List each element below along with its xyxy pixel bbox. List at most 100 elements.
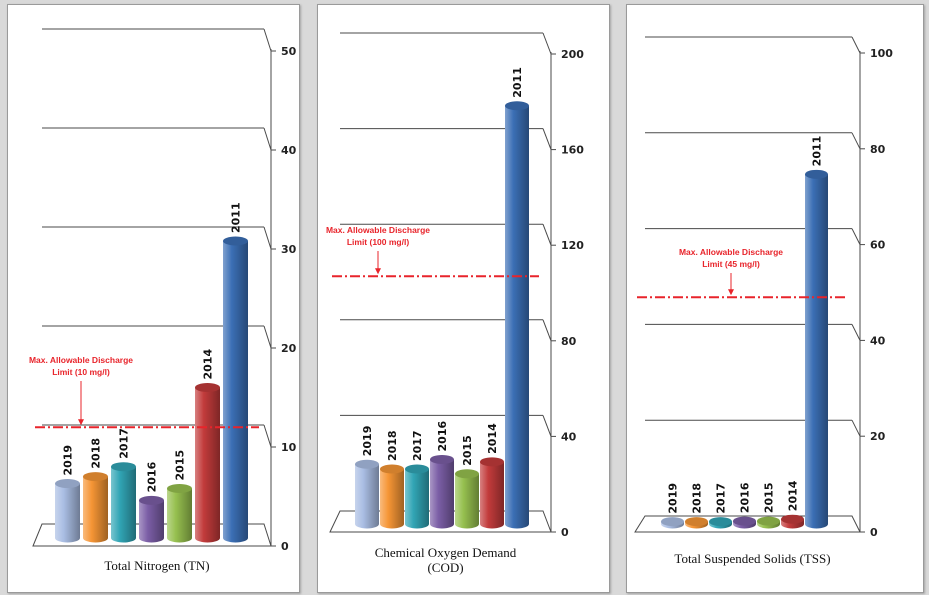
gridlines: 0 20 40 60 80 100 xyxy=(645,36,893,539)
bar-2011: 2011 xyxy=(223,202,248,543)
bar-year-label: 2018 xyxy=(691,483,704,514)
bar-top xyxy=(355,459,379,469)
bar-year-label: 2016 xyxy=(739,482,752,513)
bar-top xyxy=(55,479,80,489)
bar-2019: 2019 xyxy=(661,483,684,529)
bar-top xyxy=(733,516,756,526)
bar-top xyxy=(195,383,220,393)
tss-chart: 0 20 40 60 80 100 2019 2018 2017 2016 2015 2014 2011… xyxy=(634,36,893,566)
bar-body xyxy=(223,241,248,543)
y-tick-label: 0 xyxy=(281,540,289,553)
gridline-connector xyxy=(263,325,272,349)
bar-year-label: 2017 xyxy=(715,483,728,514)
bar-body xyxy=(455,473,479,529)
gridline-connector xyxy=(542,128,552,150)
bar-2014: 2014 xyxy=(195,349,220,543)
bars: 2019 2018 2017 2016 2015 2014 2011 xyxy=(661,136,828,529)
bar-year-label: 2017 xyxy=(118,428,131,459)
y-tick-label: 80 xyxy=(870,143,886,156)
bar-top xyxy=(455,469,479,479)
bar-year-label: 2011 xyxy=(511,67,524,98)
bar-2011: 2011 xyxy=(505,67,529,529)
limit-label-line: Max. Allowable Discharge xyxy=(679,247,783,257)
gridline-connector xyxy=(851,419,861,437)
bar-body xyxy=(505,105,529,529)
bar-body xyxy=(480,461,504,529)
y-tick-label: 20 xyxy=(870,430,886,443)
y-tick-label: 0 xyxy=(870,526,878,539)
bar-2019: 2019 xyxy=(355,426,379,529)
gridline-connector xyxy=(851,228,861,245)
chart-title: Total Suspended Solids (TSS) xyxy=(674,551,830,566)
bar-top xyxy=(757,516,780,526)
bar-2017: 2017 xyxy=(111,428,136,543)
bar-top xyxy=(781,514,804,524)
limit-arrowhead xyxy=(375,268,381,275)
bar-top xyxy=(430,454,454,464)
bar-top xyxy=(380,464,404,474)
bar-top xyxy=(480,457,504,467)
bar-top xyxy=(167,484,192,493)
chart-title: Chemical Oxygen Demand xyxy=(375,545,517,560)
bar-year-label: 2015 xyxy=(461,435,474,466)
limit-label-line: Limit (45 mg/l) xyxy=(702,259,760,269)
y-tick-label: 10 xyxy=(281,441,297,454)
bar-2018: 2018 xyxy=(685,483,708,529)
bar-top xyxy=(685,517,708,527)
bar-2016: 2016 xyxy=(430,421,454,529)
bar-body xyxy=(405,469,429,529)
bar-body xyxy=(111,466,136,543)
y-tick-label: 100 xyxy=(870,47,893,60)
limit-label-line: Limit (100 mg/l) xyxy=(347,237,410,247)
y-tick-label: 40 xyxy=(870,334,886,347)
y-tick-label: 40 xyxy=(561,430,577,443)
bar-2017: 2017 xyxy=(709,483,732,529)
bar-2018: 2018 xyxy=(83,438,108,543)
y-tick-label: 0 xyxy=(561,526,569,539)
bars: 2019 2018 2017 2016 2015 2014 2011 xyxy=(355,67,529,529)
chart-title: (COD) xyxy=(427,560,463,575)
bar-year-label: 2011 xyxy=(230,202,243,233)
gridline-connector xyxy=(851,132,861,150)
chart-panel-cod: 0 40 80 120 160 200 2019 2018 2017 2016 2015 2014 20… xyxy=(317,4,610,593)
bar-body xyxy=(55,483,80,543)
bar-year-label: 2018 xyxy=(386,430,399,461)
gridline-connector xyxy=(542,224,552,246)
bar-top xyxy=(709,517,732,527)
gridline-connector xyxy=(542,319,552,341)
gridline-connector xyxy=(263,424,272,448)
gridline-connector xyxy=(542,415,552,437)
y-tick-label: 120 xyxy=(561,239,584,252)
limit-annotation: Max. Allowable Discharge Limit (100 mg/l) xyxy=(326,225,430,275)
y-tick-label: 80 xyxy=(561,335,577,348)
bar-year-label: 2014 xyxy=(787,480,800,511)
y-tick-label: 40 xyxy=(281,144,297,157)
bar-year-label: 2015 xyxy=(763,483,776,514)
y-tick-label: 160 xyxy=(561,144,584,157)
bar-body xyxy=(195,387,220,543)
gridline-connector xyxy=(263,28,272,52)
y-tick-label: 20 xyxy=(281,342,297,355)
bar-year-label: 2019 xyxy=(361,426,374,457)
bar-2016: 2016 xyxy=(733,482,756,529)
limit-label-line: Max. Allowable Discharge xyxy=(326,225,430,235)
bar-body xyxy=(167,488,192,543)
bar-top xyxy=(83,472,108,482)
bar-body xyxy=(380,469,404,529)
gridline-connector xyxy=(263,127,272,151)
chart-title: Total Nitrogen (TN) xyxy=(104,558,209,573)
bar-top xyxy=(111,462,136,472)
bar-2014: 2014 xyxy=(480,423,504,529)
bar-2015: 2015 xyxy=(455,435,479,529)
bar-year-label: 2019 xyxy=(62,445,75,476)
bar-top xyxy=(805,169,828,179)
bar-year-label: 2011 xyxy=(811,136,824,167)
gridline-connector xyxy=(851,324,861,341)
bar-year-label: 2018 xyxy=(90,438,103,469)
tn-chart: 0 10 20 30 40 50 2019 2018 2017 2016 2015 2014 2011 M… xyxy=(29,28,297,573)
bar-body xyxy=(83,476,108,543)
limit-arrowhead xyxy=(728,289,734,296)
limit-annotation: Max. Allowable Discharge Limit (45 mg/l) xyxy=(679,247,783,296)
bar-2014: 2014 xyxy=(781,480,804,529)
